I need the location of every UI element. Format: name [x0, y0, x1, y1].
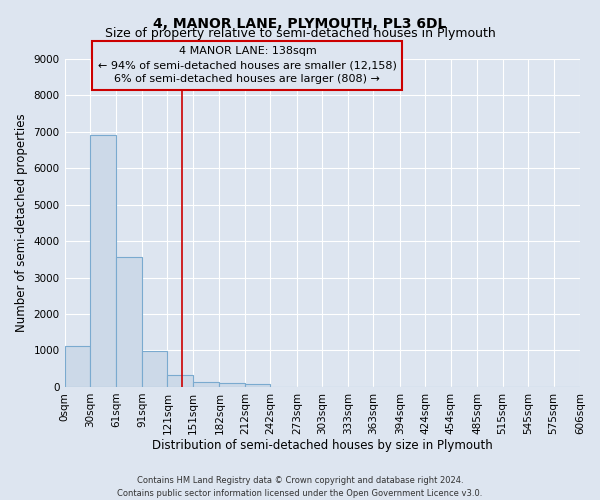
- Text: Contains HM Land Registry data © Crown copyright and database right 2024.
Contai: Contains HM Land Registry data © Crown c…: [118, 476, 482, 498]
- Bar: [90, 136, 116, 387]
- Bar: [65, 346, 90, 387]
- X-axis label: Distribution of semi-detached houses by size in Plymouth: Distribution of semi-detached houses by …: [152, 440, 493, 452]
- Bar: [220, 384, 245, 387]
- Text: 4 MANOR LANE: 138sqm
← 94% of semi-detached houses are smaller (12,158)
6% of se: 4 MANOR LANE: 138sqm ← 94% of semi-detac…: [98, 46, 397, 84]
- Text: Size of property relative to semi-detached houses in Plymouth: Size of property relative to semi-detach…: [104, 28, 496, 40]
- Bar: [193, 382, 220, 387]
- Bar: [142, 351, 167, 387]
- Bar: [245, 384, 271, 387]
- Text: 4, MANOR LANE, PLYMOUTH, PL3 6DL: 4, MANOR LANE, PLYMOUTH, PL3 6DL: [154, 18, 446, 32]
- Bar: [167, 375, 193, 387]
- Y-axis label: Number of semi-detached properties: Number of semi-detached properties: [15, 114, 28, 332]
- Bar: [116, 257, 142, 387]
